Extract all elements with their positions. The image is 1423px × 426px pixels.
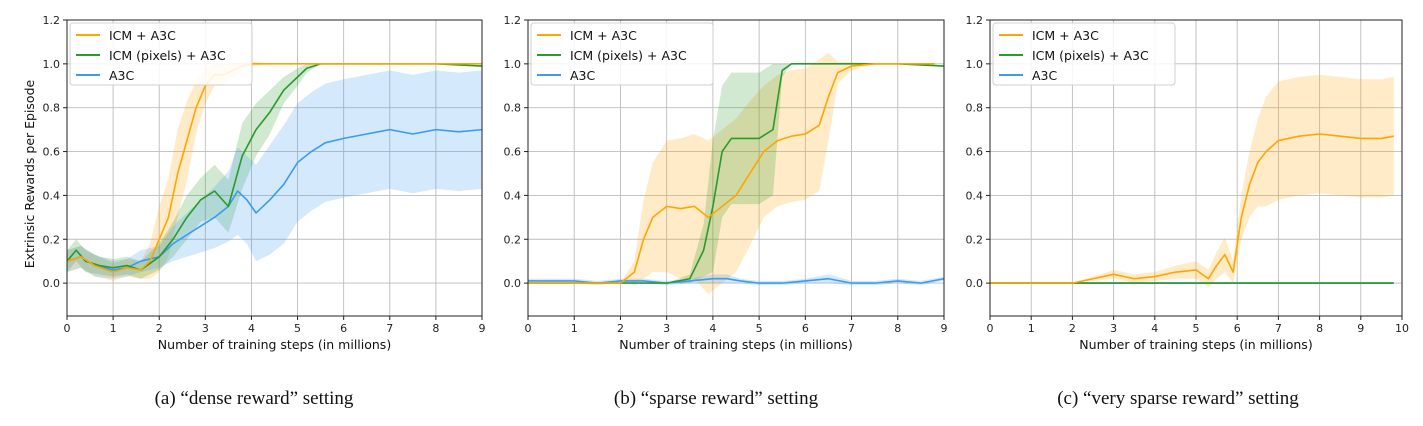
x-tick-label: 2 (1069, 322, 1076, 335)
x-tick-label: 4 (1151, 322, 1158, 335)
series-band-icm-pixels (67, 63, 482, 279)
legend-entry: A3C (570, 68, 596, 83)
series-line-icm (528, 63, 935, 284)
legend-entry: ICM (pixels) + A3C (1032, 48, 1149, 63)
y-tick-label: 1.0 (43, 58, 61, 71)
series-band-a3c (67, 70, 482, 279)
legend-entry: ICM (pixels) + A3C (570, 48, 687, 63)
legend-entry: A3C (1032, 68, 1058, 83)
y-tick-label: 1.2 (43, 14, 61, 27)
y-tick-label: 0.2 (43, 233, 61, 246)
y-tick-label: 1.2 (504, 14, 522, 27)
x-tick-label: 4 (709, 322, 716, 335)
x-tick-label: 7 (848, 322, 855, 335)
chart-panel-very-sparse: 0 1 2 3 4 5 6 7 8 9 10 0.0 0.2 0.4 0.6 0.8 1.0 1.2 Number … (966, 14, 1410, 409)
x-tick-label: 4 (248, 322, 255, 335)
y-tick-label: 1.0 (966, 58, 984, 71)
x-tick-label: 3 (663, 322, 670, 335)
x-tick-label: 1 (110, 322, 117, 335)
panel-caption: (a) “dense reward” setting (155, 388, 354, 409)
series-band-icm-pixels (528, 63, 944, 284)
x-tick-label: 8 (894, 322, 901, 335)
x-tick-label: 0 (525, 322, 532, 335)
x-tick-label: 0 (987, 322, 994, 335)
x-tick-label: 5 (756, 322, 763, 335)
legend: ICM + A3C ICM (pixels) + A3C A3C (69, 22, 253, 86)
series-band-icm (67, 61, 482, 281)
y-tick-label: 0.0 (966, 277, 984, 290)
legend: ICM + A3C ICM (pixels) + A3C A3C (530, 22, 714, 86)
y-tick-label: 0.0 (43, 277, 61, 290)
x-tick-label: 3 (202, 322, 209, 335)
chart-panel-dense: 0 1 2 3 4 5 6 7 8 9 0.0 0.2 0.4 0.6 0.8 1.0 1.2 Number of… (22, 14, 486, 409)
panel-caption: (c) “very sparse reward” setting (1057, 388, 1299, 409)
legend-entry: ICM + A3C (109, 28, 176, 43)
x-tick-label: 3 (1110, 322, 1117, 335)
legend-box (69, 22, 253, 86)
y-tick-label: 0.8 (43, 102, 61, 115)
x-tick-label: 1 (571, 322, 578, 335)
y-tick-label: 1.2 (966, 14, 984, 27)
legend: ICM + A3C ICM (pixels) + A3C A3C (992, 22, 1176, 86)
x-tick-label: 8 (432, 322, 439, 335)
x-tick-label: 5 (294, 322, 301, 335)
axes-frame (527, 19, 945, 317)
y-axis-label: Extrinsic Rewards per Episode (22, 79, 37, 268)
x-tick-label: 6 (340, 322, 347, 335)
x-tick-label: 9 (479, 322, 486, 335)
y-tick-label: 0.2 (504, 233, 522, 246)
series-line-icm (66, 63, 482, 273)
series-line-icm-pixels (528, 63, 945, 284)
y-tick-label: 1.0 (504, 58, 522, 71)
x-tick-label: 2 (156, 322, 163, 335)
series-band-icm (990, 74, 1394, 288)
series-band-icm (528, 52, 935, 295)
x-tick-label: 9 (1357, 322, 1364, 335)
legend-entry: ICM + A3C (570, 28, 637, 43)
x-tick-label: 7 (1275, 322, 1282, 335)
y-tick-label: 0.8 (504, 102, 522, 115)
y-tick-label: 0.4 (43, 189, 61, 202)
x-tick-label: 7 (386, 322, 393, 335)
legend-box (992, 22, 1176, 86)
chart-panel-sparse: 0 1 2 3 4 5 6 7 8 9 0.0 0.2 0.4 0.6 0.8 1.0 1.2 Number of… (504, 14, 948, 409)
x-tick-label: 9 (941, 322, 948, 335)
y-tick-label: 0.4 (504, 189, 522, 202)
series-line-a3c (66, 128, 483, 271)
legend-entry: ICM (pixels) + A3C (109, 48, 226, 63)
y-tick-label: 0.6 (504, 146, 522, 159)
series-line-icm (990, 133, 1394, 284)
x-tick-label: 8 (1316, 322, 1323, 335)
legend-entry: ICM + A3C (1032, 28, 1099, 43)
x-axis-label: Number of training steps (in millions) (619, 337, 852, 352)
x-tick-label: 6 (1234, 322, 1241, 335)
y-tick-label: 0.0 (504, 277, 522, 290)
x-tick-label: 2 (617, 322, 624, 335)
legend-box (530, 22, 714, 86)
panel-caption: (b) “sparse reward” setting (614, 388, 819, 409)
y-tick-label: 0.8 (966, 102, 984, 115)
y-tick-label: 0.6 (43, 146, 61, 159)
x-tick-label: 1 (1028, 322, 1035, 335)
x-tick-label: 5 (1193, 322, 1200, 335)
legend-entry: A3C (109, 68, 135, 83)
x-tick-label: 6 (802, 322, 809, 335)
x-axis-label: Number of training steps (in millions) (1079, 337, 1312, 352)
x-tick-label: 0 (64, 322, 71, 335)
y-tick-label: 0.6 (966, 146, 984, 159)
y-tick-label: 0.2 (966, 233, 984, 246)
x-tick-label: 10 (1395, 322, 1409, 335)
x-axis-label: Number of training steps (in millions) (158, 337, 391, 352)
y-tick-label: 0.4 (966, 189, 984, 202)
axes-frame (66, 19, 483, 317)
